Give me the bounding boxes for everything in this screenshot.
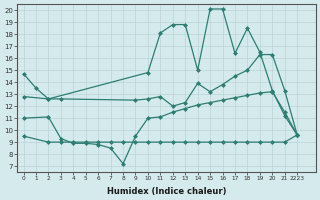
X-axis label: Humidex (Indice chaleur): Humidex (Indice chaleur) (107, 187, 226, 196)
